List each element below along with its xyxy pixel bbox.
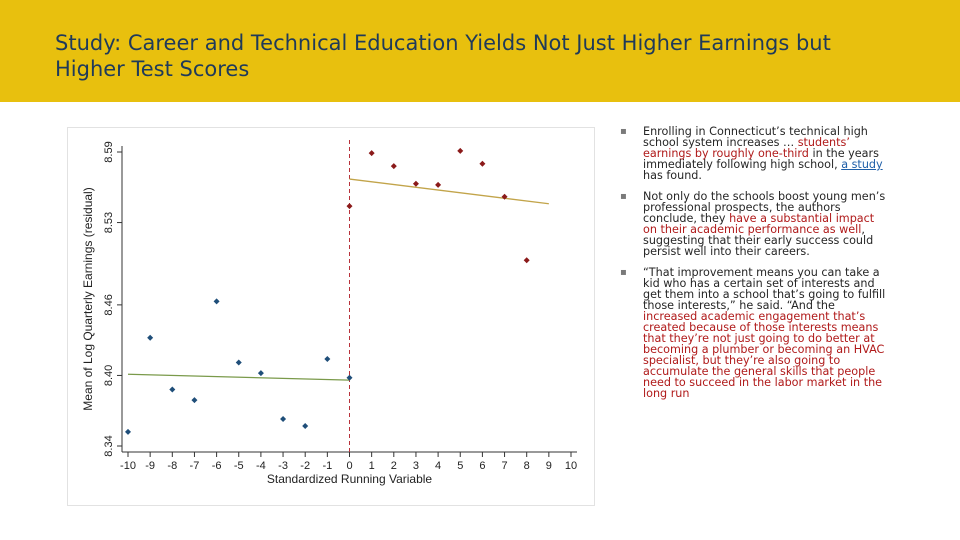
data-point-left	[302, 423, 309, 430]
data-point-left	[191, 397, 198, 404]
slide-title: Study: Career and Technical Education Yi…	[55, 31, 831, 81]
data-point-right	[457, 147, 464, 154]
x-tick-label: -5	[234, 460, 244, 472]
data-point-left	[213, 298, 220, 305]
x-tick-label: -7	[190, 460, 200, 472]
data-point-left	[257, 370, 264, 377]
x-tick-label: 10	[565, 460, 577, 472]
bullet-text: Enrolling in Connecticut’s technical hig…	[643, 125, 868, 149]
x-tick-label: 4	[435, 460, 441, 472]
data-point-right	[435, 181, 442, 188]
y-tick-label: 8.34	[103, 435, 115, 456]
x-tick-label: 7	[501, 460, 507, 472]
data-point-left	[235, 359, 242, 366]
x-tick-label: -1	[322, 460, 332, 472]
x-tick-label: -4	[256, 460, 266, 472]
fit-line-left	[127, 373, 350, 381]
x-tick-label: 9	[546, 460, 552, 472]
x-tick-label: 2	[391, 460, 397, 472]
data-point-left	[169, 386, 176, 393]
chart-container: 8.34 8.40 8.46 8.53 8.59 -10 -9 -8 -7 -6 -5 -4 -3 -2-…	[67, 127, 595, 506]
x-tick-label: 6	[479, 460, 485, 472]
bullet-text: “That improvement means you can take a k…	[643, 266, 886, 312]
x-tick-label: 3	[413, 460, 419, 472]
data-point-right	[479, 160, 486, 167]
data-point-left	[147, 334, 154, 341]
bullet-dot-icon: ▪	[620, 126, 627, 137]
bullet-item: ▪ “That improvement means you can take a …	[620, 267, 890, 399]
fit-line-right	[349, 178, 549, 205]
y-axis-label: Mean of Log Quarterly Earnings (residual…	[81, 187, 95, 410]
y-tick-label: 8.59	[103, 141, 115, 162]
data-point-left	[346, 374, 353, 381]
study-link[interactable]: a study	[841, 158, 883, 171]
bullet-text: in the years immediately following high …	[643, 147, 879, 171]
x-tick-label: -6	[212, 460, 222, 472]
data-point-right	[412, 180, 419, 187]
bullet-list: ▪ Enrolling in Connecticut’s technical hi…	[620, 126, 890, 409]
data-point-right	[368, 150, 375, 157]
bullet-dot-icon: ▪	[620, 267, 627, 278]
rd-scatter-chart: 8.348.408.468.538.59-10 -9 -8 -7 -6 -5 -4 -3 -2-…	[81, 140, 577, 486]
x-tick-label: -2	[300, 460, 310, 472]
data-point-right	[523, 257, 530, 264]
x-tick-label: 5	[457, 460, 463, 472]
bullet-item: ▪ Not only do the schools boost young men…	[620, 191, 890, 257]
data-point-left	[280, 415, 287, 422]
x-tick-label: -8	[167, 460, 177, 472]
emphasis-text: students’ earnings by roughly one-third	[643, 136, 850, 160]
bullet-text: Not only do the schools boost young men’…	[643, 190, 886, 225]
data-point-left	[324, 355, 331, 362]
data-point-right	[390, 163, 397, 170]
bullet-text: , suggesting that their early success co…	[643, 223, 874, 258]
x-tick-label: -9	[145, 460, 155, 472]
y-tick-label: 8.46	[103, 294, 115, 315]
emphasis-text: increased academic engagement that’s cre…	[643, 310, 885, 400]
data-point-right	[346, 203, 353, 210]
y-tick-label: 8.40	[103, 365, 115, 386]
x-tick-label: -3	[278, 460, 288, 472]
title-bar: Study: Career and Technical Education Yi…	[0, 0, 960, 102]
x-tick-label: -10	[120, 460, 136, 472]
data-point-right	[501, 193, 508, 200]
x-tick-label: 1	[369, 460, 375, 472]
bullet-dot-icon: ▪	[620, 191, 627, 202]
emphasis-text: have a substantial impact on their acade…	[643, 212, 875, 236]
bullet-item: ▪ Enrolling in Connecticut’s technical hi…	[620, 126, 890, 181]
bullet-text: has found.	[643, 169, 702, 182]
x-tick-label: 8	[524, 460, 530, 472]
y-tick-label: 8.53	[103, 212, 115, 233]
data-point-left	[125, 428, 131, 435]
x-tick-label: 0	[346, 460, 352, 472]
x-axis-label: Standardized Running Variable	[267, 472, 433, 486]
